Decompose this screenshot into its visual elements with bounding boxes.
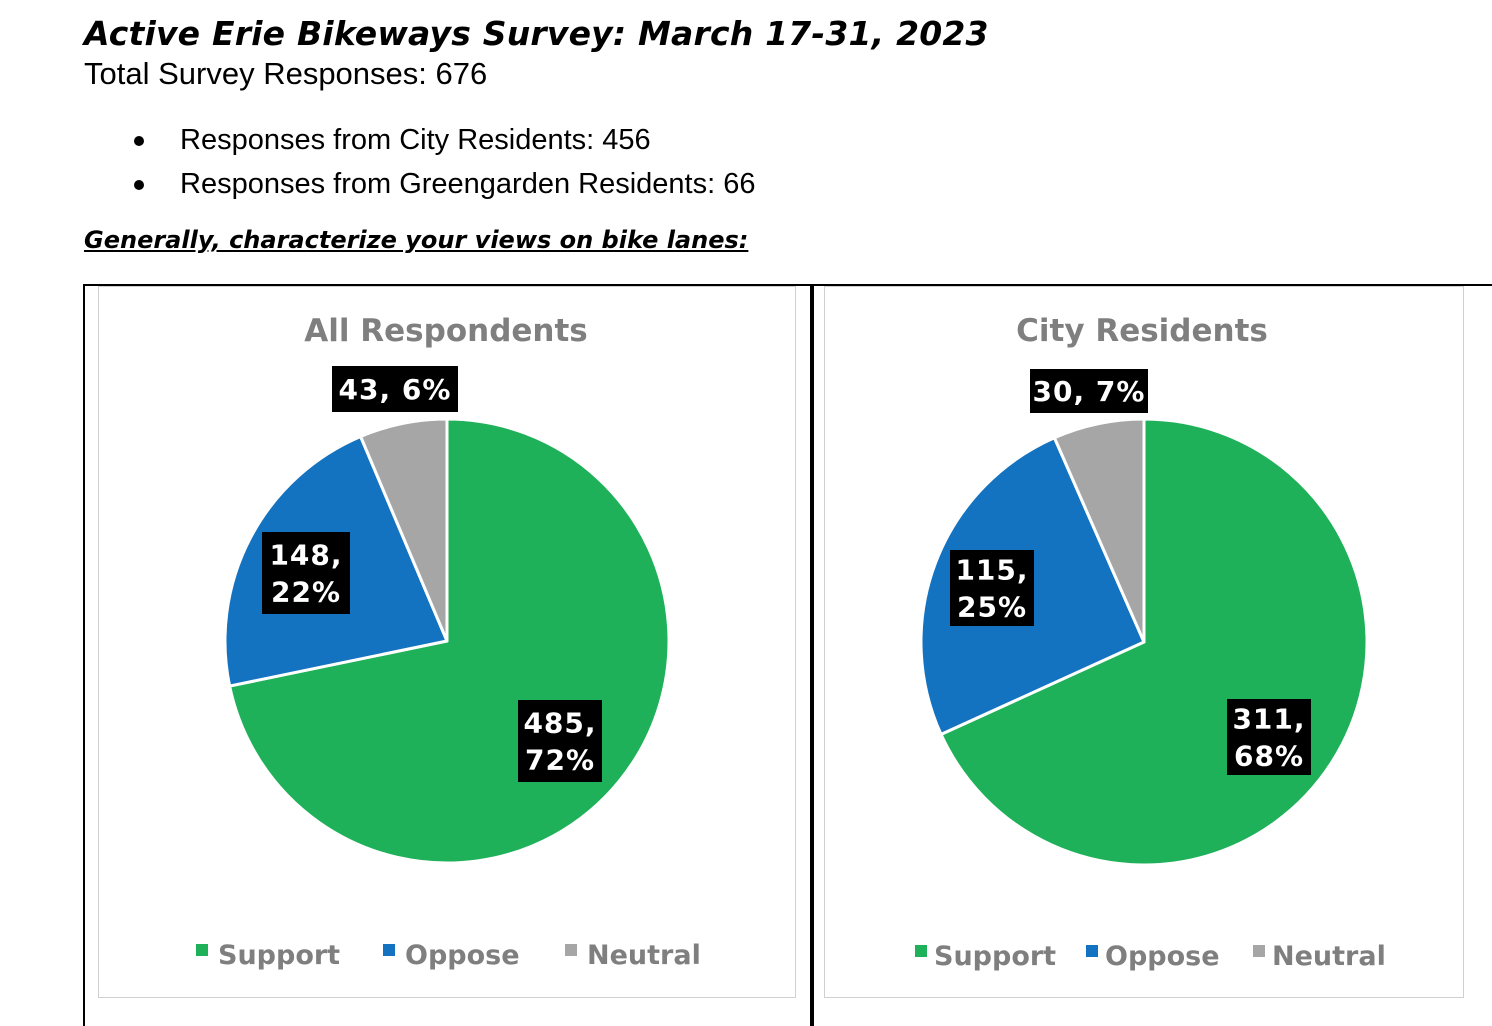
pie-chart-0: All Respondents 485, 72% 148, 22% 43, 6% Suppo… xyxy=(196,313,701,971)
bullet-text: Responses from Greengarden Residents: 66 xyxy=(180,168,756,200)
data-label-text: 43, 6% xyxy=(339,373,452,406)
legend-swatch xyxy=(1086,945,1098,957)
data-label-text: 311, xyxy=(1232,703,1305,736)
legend-swatch xyxy=(383,944,395,956)
pie-slice-neutral xyxy=(359,417,449,643)
data-label-text: 485, xyxy=(523,707,596,740)
legend-label: Neutral xyxy=(587,940,701,971)
survey-question: Generally, characterize your views on bi… xyxy=(84,226,749,254)
legend-swatch xyxy=(565,944,577,956)
legend-label: Neutral xyxy=(1272,941,1386,972)
data-label-box xyxy=(518,700,602,782)
data-label-box xyxy=(950,550,1034,626)
legend-label: Oppose xyxy=(1105,941,1220,972)
legend-label: Oppose xyxy=(405,940,520,971)
chart-frame-left xyxy=(83,284,814,1026)
legend-label: Support xyxy=(218,940,340,971)
legend-item-support: Support xyxy=(915,941,1056,972)
legend-swatch xyxy=(1253,945,1265,957)
data-label-oppose: 115, 25% xyxy=(950,550,1034,626)
list-item: Responses from City Residents: 456 xyxy=(84,118,755,162)
legend-item-neutral: Neutral xyxy=(1253,941,1386,972)
total-responses: Total Survey Responses: 676 xyxy=(84,56,488,91)
data-label-box xyxy=(332,366,458,412)
data-label-box xyxy=(1227,699,1311,775)
pie-chart-1: City Residents 311, 68% 115, 25% 30, 7% Suppor… xyxy=(915,313,1386,972)
data-label-text: 22% xyxy=(271,576,341,609)
legend-item-support: Support xyxy=(196,940,340,971)
data-label-support: 311, 68% xyxy=(1227,699,1311,775)
legend-item-oppose: Oppose xyxy=(1086,941,1220,972)
legend-item-oppose: Oppose xyxy=(383,940,520,971)
data-label-box xyxy=(262,532,350,614)
data-label-text: 30, 7% xyxy=(1033,375,1146,408)
legend-swatch xyxy=(915,945,927,957)
bullet-icon xyxy=(134,136,144,146)
data-label-neutral: 43, 6% xyxy=(332,366,458,412)
bullet-text: Responses from City Residents: 456 xyxy=(180,124,651,156)
list-item: Responses from Greengarden Residents: 66 xyxy=(84,162,755,206)
data-label-text: 148, xyxy=(269,539,342,572)
chart-title: All Respondents xyxy=(304,313,588,349)
data-label-text: 25% xyxy=(957,591,1027,624)
legend-swatch xyxy=(196,944,208,956)
chart-area-right xyxy=(824,286,1464,998)
data-label-text: 68% xyxy=(1234,740,1304,773)
chart-frame-right xyxy=(810,284,1492,1026)
pie-slice-neutral xyxy=(1052,417,1146,644)
chart-title: City Residents xyxy=(1016,313,1268,349)
data-label-support: 485, 72% xyxy=(518,700,602,782)
data-label-text: 72% xyxy=(525,744,595,777)
legend-item-neutral: Neutral xyxy=(565,940,701,971)
chart-area-left xyxy=(98,286,796,998)
response-breakdown-list: Responses from City Residents: 456 Respo… xyxy=(84,118,755,206)
data-label-text: 115, xyxy=(955,554,1028,587)
data-label-box xyxy=(1030,369,1148,413)
page-title: Active Erie Bikeways Survey: March 17-31… xyxy=(84,14,989,53)
legend-label: Support xyxy=(934,941,1056,972)
data-label-neutral: 30, 7% xyxy=(1030,369,1148,413)
data-label-oppose: 148, 22% xyxy=(262,532,350,614)
bullet-icon xyxy=(134,180,144,190)
